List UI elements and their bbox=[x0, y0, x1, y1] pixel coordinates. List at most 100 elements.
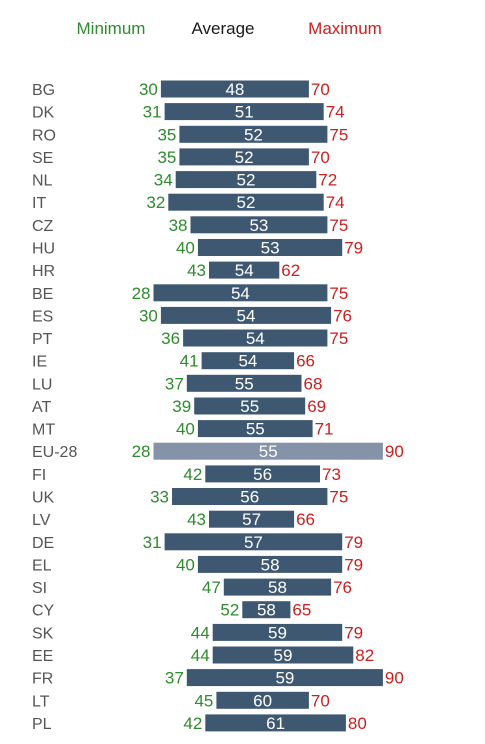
avg-value-label: 59 bbox=[268, 623, 287, 642]
range-bar bbox=[209, 510, 295, 528]
avg-value-label: 54 bbox=[238, 352, 257, 371]
avg-value-label: 53 bbox=[249, 216, 268, 235]
range-bar bbox=[183, 329, 328, 347]
max-value-label: 80 bbox=[348, 714, 367, 733]
min-value-label: 35 bbox=[157, 125, 176, 144]
category-label: FR bbox=[32, 671, 53, 688]
min-value-label: 40 bbox=[176, 238, 195, 257]
avg-value-label: 52 bbox=[237, 171, 256, 190]
avg-value-label: 54 bbox=[237, 306, 256, 325]
category-label: PL bbox=[32, 716, 52, 733]
range-bar bbox=[160, 306, 332, 324]
avg-value-label: 57 bbox=[244, 533, 263, 552]
max-value-label: 65 bbox=[292, 601, 311, 620]
avg-value-label: 61 bbox=[266, 714, 285, 733]
avg-value-label: 58 bbox=[257, 601, 276, 620]
avg-value-label: 55 bbox=[235, 374, 254, 393]
min-value-label: 30 bbox=[139, 306, 158, 325]
max-value-label: 75 bbox=[329, 488, 348, 507]
range-bar bbox=[172, 488, 328, 505]
min-value-label: 37 bbox=[165, 374, 184, 393]
range-bar bbox=[223, 578, 332, 596]
min-value-label: 43 bbox=[187, 510, 206, 529]
range-bar bbox=[197, 239, 343, 256]
range-bar bbox=[186, 669, 383, 687]
category-label: HU bbox=[32, 240, 55, 257]
min-value-label: 43 bbox=[187, 261, 206, 280]
avg-value-label: 54 bbox=[231, 284, 250, 303]
max-value-label: 66 bbox=[296, 352, 315, 371]
max-value-label: 62 bbox=[281, 261, 300, 280]
max-value-label: 75 bbox=[329, 216, 348, 235]
range-bar bbox=[168, 193, 324, 211]
avg-value-label: 56 bbox=[253, 465, 272, 484]
legend-average: Average bbox=[191, 19, 254, 38]
range-bar bbox=[164, 103, 324, 121]
category-label: LU bbox=[32, 376, 52, 393]
category-label: PT bbox=[32, 331, 53, 348]
max-value-label: 70 bbox=[311, 691, 330, 710]
avg-value-label: 53 bbox=[261, 238, 280, 257]
category-label: AT bbox=[32, 399, 51, 416]
min-value-label: 32 bbox=[146, 193, 165, 212]
min-value-label: 31 bbox=[143, 533, 162, 552]
avg-value-label: 55 bbox=[240, 397, 259, 416]
max-value-label: 82 bbox=[355, 646, 374, 665]
range-bar bbox=[179, 125, 328, 143]
legend-maximum: Maximum bbox=[308, 19, 382, 38]
range-bar bbox=[194, 397, 306, 415]
avg-value-label: 54 bbox=[246, 329, 265, 348]
max-value-label: 71 bbox=[315, 420, 334, 439]
max-value-label: 79 bbox=[344, 238, 363, 257]
category-label: EL bbox=[32, 557, 52, 574]
min-value-label: 38 bbox=[169, 216, 188, 235]
max-value-label: 79 bbox=[344, 623, 363, 642]
min-value-label: 30 bbox=[139, 80, 158, 99]
min-value-label: 42 bbox=[183, 465, 202, 484]
range-bar bbox=[179, 148, 309, 166]
category-label: RO bbox=[32, 127, 56, 144]
avg-value-label: 55 bbox=[259, 442, 278, 461]
range-bar-highlight bbox=[153, 442, 383, 460]
category-label: SI bbox=[32, 580, 47, 597]
min-value-label: 40 bbox=[176, 420, 195, 439]
category-label: IT bbox=[32, 195, 46, 212]
min-value-label: 36 bbox=[161, 329, 180, 348]
category-label: ES bbox=[32, 308, 53, 325]
avg-value-label: 55 bbox=[246, 420, 265, 439]
range-bar bbox=[205, 714, 346, 732]
min-value-label: 37 bbox=[165, 669, 184, 688]
min-value-label: 40 bbox=[176, 555, 195, 574]
min-value-label: 28 bbox=[132, 284, 151, 303]
max-value-label: 76 bbox=[333, 306, 352, 325]
category-label: DK bbox=[32, 105, 55, 122]
max-value-label: 90 bbox=[385, 669, 404, 688]
category-label: LV bbox=[32, 512, 51, 529]
category-label: NL bbox=[32, 173, 53, 190]
max-value-label: 70 bbox=[311, 80, 330, 99]
avg-value-label: 60 bbox=[253, 691, 272, 710]
max-value-label: 74 bbox=[326, 103, 345, 122]
max-value-label: 90 bbox=[385, 442, 404, 461]
avg-value-label: 52 bbox=[244, 125, 263, 144]
range-bar bbox=[190, 216, 328, 234]
range-bar bbox=[201, 352, 295, 370]
range-bar bbox=[164, 533, 343, 551]
avg-value-label: 51 bbox=[235, 103, 254, 122]
range-bar bbox=[212, 646, 354, 664]
min-value-label: 44 bbox=[191, 623, 210, 642]
max-value-label: 79 bbox=[344, 533, 363, 552]
category-label: EU-28 bbox=[32, 444, 77, 461]
min-value-label: 33 bbox=[150, 488, 169, 507]
range-bar bbox=[197, 555, 343, 573]
avg-value-label: 52 bbox=[237, 193, 256, 212]
max-value-label: 76 bbox=[333, 578, 352, 597]
avg-value-label: 59 bbox=[274, 646, 293, 665]
range-bar bbox=[216, 691, 309, 709]
max-value-label: 72 bbox=[318, 171, 337, 190]
max-value-label: 75 bbox=[329, 329, 348, 348]
min-value-label: 52 bbox=[220, 601, 239, 620]
range-bar bbox=[209, 261, 280, 279]
range-bar bbox=[160, 80, 309, 98]
